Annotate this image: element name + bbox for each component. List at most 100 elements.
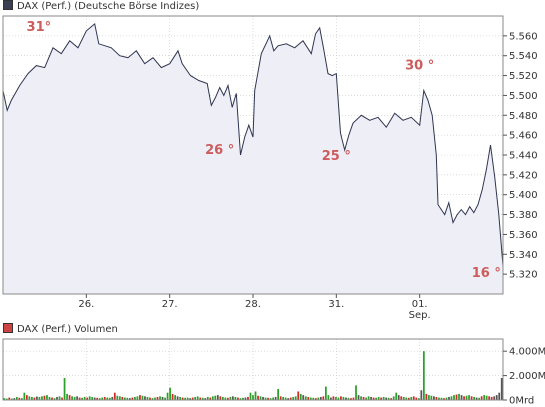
volume-bar (262, 396, 264, 400)
volume-bar (304, 396, 307, 400)
volume-bar (113, 392, 116, 400)
volume-bar (390, 398, 393, 400)
volume-bar (242, 397, 244, 400)
volume-bar (340, 396, 342, 400)
volume-bar (103, 396, 106, 400)
volume-bar (412, 396, 415, 400)
volume-bar (234, 396, 237, 400)
volume-bar (317, 397, 320, 400)
volume-bar (93, 397, 96, 400)
volume-bar (307, 396, 310, 400)
volume-bar (8, 397, 11, 400)
volume-bar (372, 397, 375, 400)
volume-bar (377, 396, 380, 400)
volume-bar (257, 395, 259, 400)
volume-bar (191, 397, 194, 400)
volume-bar (31, 396, 33, 400)
volume-bar (209, 397, 212, 400)
volume-bar (56, 396, 58, 400)
volume-bar (28, 396, 31, 400)
volume-bar (96, 397, 99, 400)
volume-bar (327, 395, 330, 400)
volume-bar (51, 397, 53, 400)
volume-bar (48, 396, 51, 400)
volume-bar (224, 397, 227, 400)
volume-plot-frame (2, 338, 504, 401)
volume-bar (473, 396, 475, 400)
volume-bar (214, 395, 217, 400)
volume-y-tick-label: 2.000Mrd (509, 371, 545, 382)
volume-bar (151, 398, 154, 400)
volume-bar (397, 395, 400, 400)
volume-bar (259, 396, 262, 400)
volume-bar (445, 397, 448, 400)
volume-bar (146, 396, 149, 400)
volume-bar (111, 396, 114, 400)
volume-bar (498, 392, 501, 400)
volume-bar (478, 397, 481, 400)
volume-bar (159, 396, 161, 400)
volume-bar (91, 396, 94, 400)
volume-bar (171, 393, 174, 400)
volume-bar (405, 397, 408, 400)
volume-bar (420, 390, 423, 400)
volume-bar (139, 395, 141, 400)
volume-bar (428, 395, 430, 400)
volume-bar (166, 392, 169, 400)
price-y-tick-label: 5.400 (509, 190, 538, 201)
volume-bar (126, 397, 129, 400)
volume-bar (294, 396, 297, 400)
price-line (2, 22, 504, 267)
volume-bar (347, 397, 350, 400)
volume-bar (36, 396, 38, 400)
volume-bar (18, 397, 21, 400)
volume-bar (131, 397, 134, 400)
volume-bar (123, 397, 126, 400)
volume-bar (430, 395, 433, 400)
volume-bar (493, 396, 496, 400)
volume-bar (247, 396, 249, 400)
price-area (3, 23, 503, 295)
volume-bar (468, 395, 470, 400)
volume-bar (392, 396, 395, 400)
price-y-tick-label: 5.460 (509, 131, 538, 142)
volume-bar (330, 397, 332, 400)
volume-bar (425, 393, 428, 400)
volume-bar (38, 396, 41, 400)
volume-grid (3, 339, 503, 400)
volume-bar (345, 397, 347, 400)
volume-bars (3, 351, 503, 400)
volume-bar (179, 396, 182, 400)
volume-bar (169, 387, 171, 400)
price-y-tick-label: 5.500 (509, 91, 538, 102)
volume-bar (453, 395, 455, 400)
annotation-label: 30 ° (405, 59, 434, 74)
volume-bar (463, 396, 465, 400)
volume-bar (355, 385, 357, 400)
annotation-label: 26 ° (205, 143, 234, 158)
price-y-tick-label: 5.360 (509, 230, 538, 241)
volume-bar (500, 378, 503, 400)
volume-bar (360, 396, 362, 400)
volume-bar (362, 396, 365, 400)
volume-bar (66, 393, 68, 400)
volume-bar (161, 396, 164, 400)
price-x-tick-label: 27. (162, 299, 178, 310)
volume-bar (58, 396, 61, 400)
volume-bar (357, 395, 360, 400)
volume-bar (211, 396, 214, 400)
volume-bar (337, 397, 340, 400)
volume-bar (174, 395, 176, 400)
volume-bar (302, 395, 305, 400)
volume-bar (186, 397, 189, 400)
annotation-label: 31° (27, 20, 52, 35)
volume-bar (118, 396, 121, 400)
volume-bar (219, 396, 222, 400)
volume-bar (71, 396, 73, 400)
volume-bar (164, 397, 166, 400)
volume-bar (181, 397, 184, 400)
volume-bar (448, 396, 450, 400)
volume-bar (274, 396, 277, 400)
price-legend-swatch (3, 0, 13, 10)
price-x-axis: 26. 27. 28. 31. 01.Sep. (78, 294, 431, 321)
